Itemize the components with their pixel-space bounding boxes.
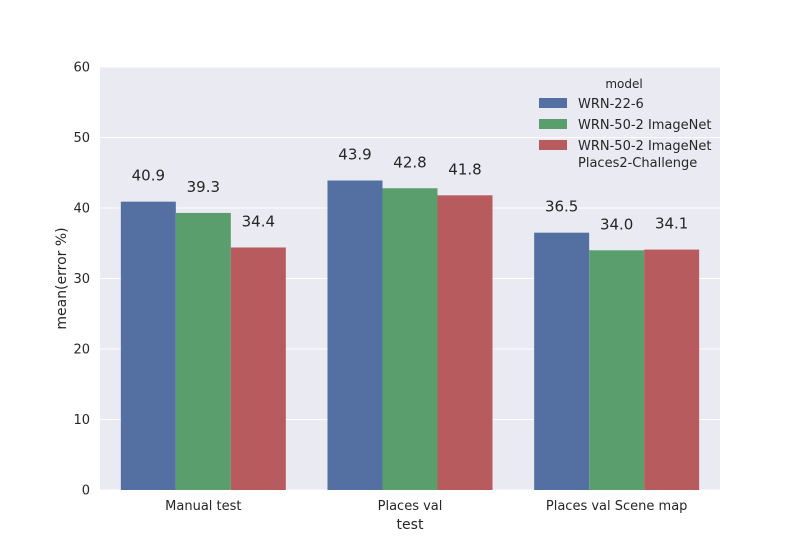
bar-value-label: 39.3 [187, 178, 220, 196]
bar [382, 188, 438, 490]
bar [175, 212, 231, 490]
bar [534, 232, 590, 491]
y-tick-label: 60 [73, 61, 90, 76]
legend-swatch [539, 119, 567, 129]
x-tick-label: Places val [378, 499, 443, 514]
legend-swatch [539, 140, 567, 150]
data-labels: 40.9 39.3 34.4 43.9 42.8 41.8 36.5 34.0 34.1 [132, 146, 689, 234]
legend: model WRN-22-6 WRN-50-2 ImageNet WRN-50-2 … [539, 77, 711, 171]
legend-title: model [605, 77, 642, 91]
bar [644, 249, 700, 490]
y-tick-label: 10 [73, 413, 90, 428]
bar-value-label: 34.1 [655, 215, 688, 233]
bar [327, 180, 383, 490]
y-tick-label: 0 [82, 484, 90, 499]
bar-value-label: 43.9 [338, 146, 371, 164]
bar-value-label: 42.8 [393, 153, 426, 171]
x-tick-label: Manual test [165, 499, 241, 514]
bar-value-label: 36.5 [545, 198, 578, 216]
bar-value-label: 41.8 [448, 160, 481, 178]
bar-value-label: 34.4 [242, 212, 275, 230]
legend-label: WRN-22-6 [578, 97, 644, 112]
bars [120, 180, 700, 491]
y-axis-label: mean(error %) [54, 227, 70, 329]
x-axis-label: test [397, 517, 424, 533]
bar [120, 201, 176, 490]
legend-label: WRN-50-2 ImageNet Places2-Challenge [578, 139, 711, 171]
y-tick-label: 50 [73, 131, 90, 146]
y-axis-ticks: 0 10 20 30 40 50 60 [73, 61, 90, 499]
bar [589, 250, 645, 490]
legend-label: WRN-50-2 ImageNet [578, 118, 711, 133]
bar [230, 247, 286, 490]
y-tick-label: 30 [73, 272, 90, 287]
legend-swatch [539, 98, 567, 108]
x-axis-ticks: Manual test Places val Places val Scene ma… [165, 499, 687, 514]
bar-value-label: 34.0 [600, 215, 633, 233]
bar-value-label: 40.9 [132, 167, 165, 185]
y-tick-label: 20 [73, 343, 90, 358]
x-tick-label: Places val Scene map [546, 499, 688, 514]
y-tick-label: 40 [73, 202, 90, 217]
bar [437, 195, 493, 490]
